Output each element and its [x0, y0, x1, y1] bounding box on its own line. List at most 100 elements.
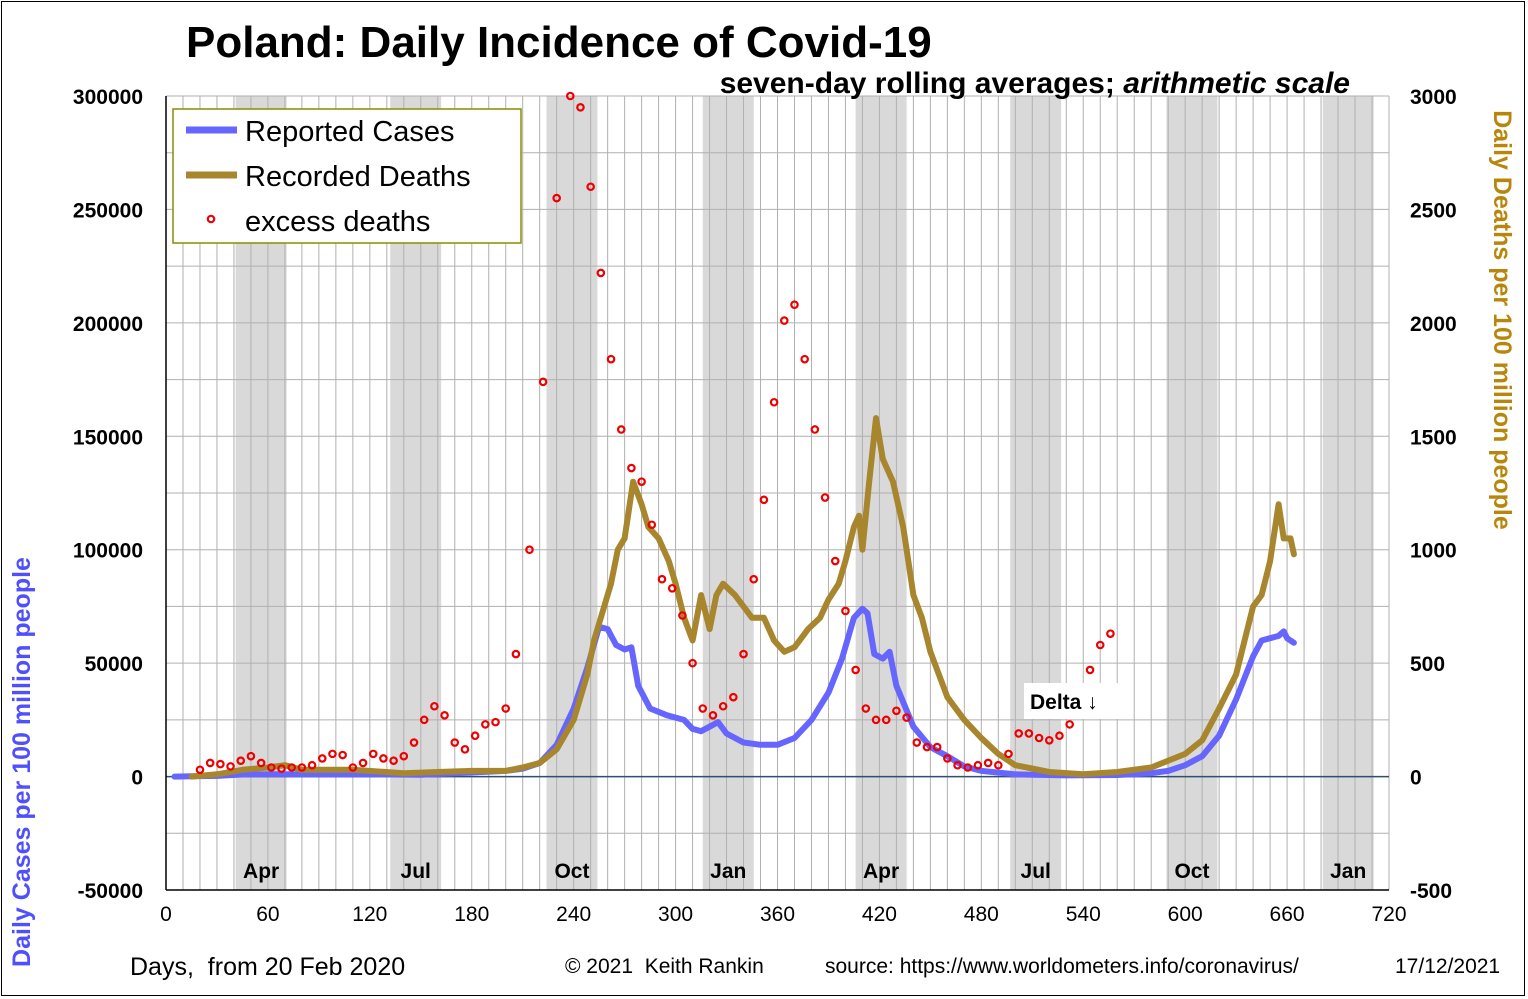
excess-death-point: [922, 742, 932, 752]
x-tick-label: 60: [256, 903, 279, 926]
excess-death-point: [419, 715, 429, 725]
excess-death-point: [256, 758, 266, 768]
excess-death-point: [470, 731, 480, 741]
excess-death-point: [759, 495, 769, 505]
excess-death-point: [246, 751, 256, 761]
gridlines: [165, 95, 1390, 891]
excess-death-point: [216, 759, 225, 769]
y-left-tick-label: 100000: [73, 540, 143, 563]
excess-death-point: [830, 556, 840, 566]
y-right-tick-label: 1000: [1410, 540, 1457, 563]
excess-death-point: [708, 711, 718, 720]
x-tick-label: 0: [160, 903, 172, 926]
excess-death-point: [1085, 665, 1095, 675]
excess-death-point: [328, 749, 337, 759]
excess-death-point: [779, 316, 789, 325]
excess-death-point: [586, 182, 595, 192]
excess-death-point: [450, 738, 460, 747]
excess-death-point: [688, 658, 697, 668]
excess-death-point: [606, 354, 616, 364]
excess-death-point: [698, 704, 708, 713]
right-axis-label: Daily Deaths per 100 million people: [1488, 110, 1516, 530]
excess-death-point: [861, 704, 871, 713]
excess-death-point: [729, 692, 738, 702]
excess-death-point: [525, 545, 534, 555]
y-right-tick-label: 3000: [1410, 86, 1457, 109]
excess-death-point: [481, 720, 490, 729]
excess-death-point: [430, 701, 439, 711]
excess-death-point: [810, 425, 820, 434]
excess-death-point: [358, 758, 368, 768]
excess-death-point: [881, 715, 891, 725]
date: 17/12/2021: [1395, 955, 1500, 978]
x-tick-label: 540: [1066, 903, 1101, 926]
axis-ticks: 0 60 120 180 240 300 360 420 480 540 600 660 720-500…: [73, 86, 1457, 926]
delta-annotation: Delta ↓: [1030, 691, 1098, 714]
excess-death-point: [348, 763, 358, 772]
excess-death-point: [236, 756, 246, 765]
excess-death-point: [749, 574, 759, 584]
subtitle-main: seven-day rolling averages;: [720, 67, 1124, 100]
chart-title: Poland: Daily Incidence of Covid-19: [186, 18, 932, 67]
excess-death-point: [1034, 733, 1044, 743]
legend: Reported Cases Recorded Deaths excess de…: [172, 108, 522, 244]
excess-death-point: [902, 713, 911, 722]
excess-death-point: [565, 91, 575, 101]
x-tick-label: 240: [556, 903, 591, 926]
legend-excess-marker: [206, 214, 216, 224]
excess-deaths-points: [195, 91, 1115, 775]
excess-death-point: [1024, 729, 1034, 738]
excess-death-point: [800, 354, 809, 364]
excess-death-point: [678, 611, 687, 620]
excess-death-point: [718, 701, 728, 711]
excess-death-point: [389, 756, 398, 765]
legend-excess-label: excess deaths: [245, 206, 430, 238]
series-lines: [171, 415, 1297, 780]
month-label-jul: Jul: [1021, 860, 1051, 883]
excess-death-point: [267, 763, 276, 772]
excess-death-point: [667, 583, 677, 593]
excess-death-point: [627, 463, 636, 473]
y-right-tick-label: 2000: [1410, 313, 1457, 336]
excess-death-point: [657, 574, 667, 584]
x-tick-label: 720: [1371, 903, 1406, 926]
month-label-apr: Apr: [863, 860, 899, 883]
excess-death-point: [739, 649, 748, 659]
excess-death-point: [790, 300, 799, 310]
y-left-tick-label: 300000: [73, 86, 143, 109]
left-axis-label: Daily Cases per 100 million people: [8, 557, 36, 967]
excess-death-point: [226, 762, 235, 771]
x-tick-label: 480: [964, 903, 999, 926]
excess-death-point: [409, 738, 419, 747]
excess-death-point: [552, 193, 561, 203]
month-label-oct: Oct: [1174, 860, 1209, 883]
x-tick-label: 600: [1168, 903, 1203, 926]
excess-death-point: [932, 742, 942, 752]
excess-death-point: [1055, 731, 1064, 741]
legend-cases-label: Reported Cases: [245, 116, 455, 148]
month-label-apr: Apr: [243, 860, 279, 883]
y-left-tick-label: 200000: [73, 313, 143, 336]
excess-death-point: [820, 493, 830, 502]
x-tick-label: 360: [760, 903, 795, 926]
legend-deaths-label: Recorded Deaths: [245, 161, 471, 193]
excess-death-point: [1095, 640, 1105, 650]
delta-annotation-box: [1024, 683, 1118, 719]
deaths-line: [188, 415, 1297, 780]
excess-death-point: [1014, 729, 1024, 738]
excess-death-point: [460, 745, 470, 754]
excess-death-point: [297, 763, 307, 772]
x-tick-label: 120: [352, 903, 387, 926]
x-axis-label: Days, from 20 Feb 2020: [130, 953, 405, 981]
source: source: https://www.worldometers.info/co…: [825, 955, 1299, 978]
excess-death-point: [538, 377, 548, 387]
y-right-tick-label: 2500: [1410, 199, 1457, 222]
month-label-oct: Oct: [554, 860, 589, 883]
excess-death-point: [287, 763, 296, 772]
excess-death-point: [851, 665, 860, 675]
month-label-jul: Jul: [401, 860, 431, 883]
y-right-tick-label: 500: [1410, 653, 1445, 676]
excess-death-point: [501, 704, 511, 713]
excess-death-point: [1004, 749, 1013, 759]
